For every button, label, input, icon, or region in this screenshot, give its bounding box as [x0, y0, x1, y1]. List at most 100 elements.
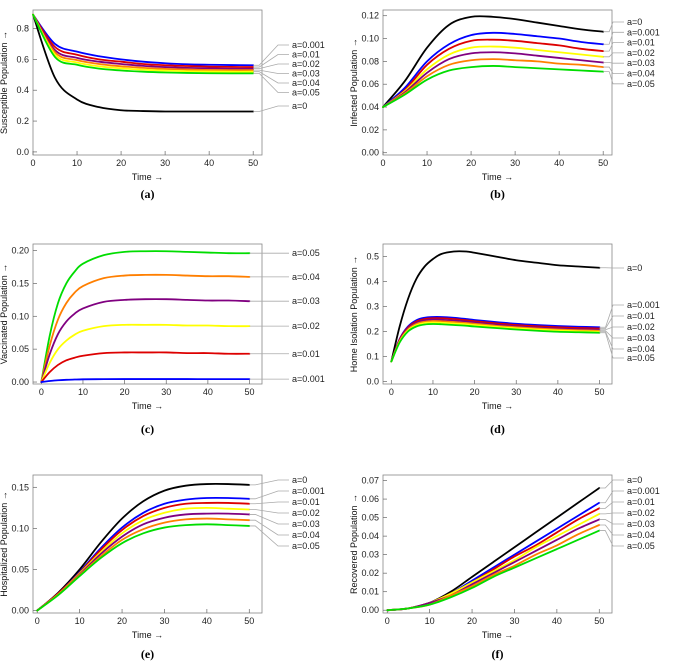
panel-a-series-line-a005 — [32, 13, 255, 75]
panel-e-legend-label: a=0.05 — [292, 541, 320, 551]
panel-d-plot-frame — [382, 243, 613, 385]
panel-a-legend-leader — [253, 69, 289, 74]
panel-a-plot-frame — [32, 9, 263, 156]
panel-e-x-tick-label: 40 — [202, 616, 212, 626]
panel-c-series-line-a0001 — [40, 378, 251, 383]
panel-e-legend-label: a=0 — [292, 475, 307, 485]
panel-f-series-line-a003 — [386, 518, 601, 612]
panel-e-legend-label: a=0.02 — [292, 508, 320, 518]
panel-b-legend-label: a=0 — [627, 17, 642, 27]
panel-b-legend-leader — [603, 21, 624, 33]
panel-f-y-axis-label: Recovered Population → — [349, 494, 359, 594]
panel-c-legend-label: a=0.04 — [292, 272, 320, 282]
panel-b-series-line-a004 — [382, 58, 605, 108]
panel-d-y-tick-label: 0.5 — [366, 252, 379, 262]
panel-d-series-line-a004 — [390, 321, 601, 363]
panel-e-x-tick-label: 10 — [75, 616, 85, 626]
panel-b-legend-leader — [603, 52, 624, 58]
panel-f-y-tick-label: 0.06 — [361, 494, 379, 504]
panel-a-series-line-a001 — [32, 13, 255, 68]
panel-d-series-line-a0001 — [390, 316, 601, 363]
panel-d-y-tick-label: 0.3 — [366, 302, 379, 312]
panel-b-series-line-a002 — [382, 45, 605, 108]
panel-b-x-tick-label: 10 — [422, 158, 432, 168]
panel-c-x-tick-label: 0 — [39, 387, 44, 397]
panel-e-series-line-a0 — [36, 482, 251, 612]
panel-a-legend-leader — [253, 44, 289, 66]
panel-f-legend-label: a=0 — [627, 475, 642, 485]
panel-a-x-tick-label: 50 — [248, 158, 258, 168]
panel-f-legend-label: a=0.04 — [627, 530, 655, 540]
panel-f-series-line-a005 — [386, 529, 601, 612]
panel-b-y-tick-label: 0.08 — [361, 56, 379, 66]
panel-e-y-tick-label: 0.05 — [11, 564, 29, 574]
panel-a-legend-label: a=0.01 — [292, 50, 320, 60]
panel-f-legend-leader — [599, 530, 624, 547]
panel-a-x-axis-label: Time → — [132, 172, 163, 182]
panel-c-legend-label: a=0.02 — [292, 321, 320, 331]
panel-c-legend-label: a=0.05 — [292, 248, 320, 258]
panel-d-y-tick-label: 0.4 — [366, 277, 379, 287]
panel-d-x-tick-label: 50 — [595, 387, 605, 397]
panel-a-y-tick-label: 0.0 — [16, 147, 29, 157]
panel-c-x-tick-label: 50 — [245, 387, 255, 397]
panel-c-caption: (c) — [141, 422, 154, 436]
panel-c-y-tick-label: 0.20 — [11, 246, 29, 256]
panel-d-legend-leader — [599, 315, 624, 329]
panel-b-legend-label: a=0.04 — [627, 69, 655, 79]
panel-d-y-axis-label: Home Isolation Population → — [349, 256, 359, 373]
panel-d-legend-leader — [599, 332, 624, 359]
panel-b-y-tick-label: 0.06 — [361, 79, 379, 89]
panel-e-y-axis-label: Hospitalized Population → — [0, 491, 9, 597]
panel-d-legend-label: a=0.05 — [627, 353, 655, 363]
panel-d-series-line-a005 — [390, 323, 601, 363]
panel-b-legend-leader — [603, 66, 624, 74]
panel-f-caption: (f) — [492, 647, 504, 661]
panel-e-legend-leader — [249, 509, 289, 514]
panel-c-y-tick-label: 0.00 — [11, 377, 29, 387]
panel-e-x-tick-label: 20 — [117, 616, 127, 626]
panel-d-y-tick-label: 0.2 — [366, 327, 379, 337]
panel-d-legend-label: a=0.04 — [627, 344, 655, 354]
panel-b-series-line-a005 — [382, 65, 605, 108]
panel-a-series-line-a002 — [32, 13, 255, 70]
panel-d-x-tick-label: 10 — [428, 387, 438, 397]
panel-a-legend-label: a=0.05 — [292, 88, 320, 98]
panel-b-x-tick-label: 40 — [554, 158, 564, 168]
panel-f-x-axis-label: Time → — [482, 630, 513, 640]
panel-f-y-tick-label: 0.00 — [361, 605, 379, 615]
panel-b-legend-label: a=0.02 — [627, 48, 655, 58]
panel-b-y-tick-label: 0.00 — [361, 148, 379, 158]
panel-c-x-tick-label: 10 — [78, 387, 88, 397]
panel-a-legend-label: a=0.02 — [292, 59, 320, 69]
panel-d-legend-leader — [599, 331, 624, 350]
panel-e-legend-label: a=0.001 — [292, 486, 325, 496]
panel-e-legend-leader — [249, 519, 289, 536]
panel-f-legend-label: a=0.001 — [627, 486, 660, 496]
panel-c-y-tick-label: 0.05 — [11, 344, 29, 354]
panel-e-legend-leader — [249, 525, 289, 547]
panel-d-y-tick-label: 0.0 — [366, 377, 379, 387]
panel-a-legend-label: a=0.04 — [292, 78, 320, 88]
panel-c-x-axis-label: Time → — [132, 401, 163, 411]
panel-b-series-line-a0 — [382, 15, 605, 108]
panel-f-y-tick-label: 0.03 — [361, 550, 379, 560]
panel-d-legend-label: a=0.03 — [627, 333, 655, 343]
panel-e-plot-frame — [32, 474, 263, 614]
panel-f-plot-frame — [382, 474, 613, 614]
panel-f-series-line-a0 — [386, 487, 601, 612]
panel-e-legend-leader — [249, 514, 289, 525]
panel-f-legend-leader — [599, 490, 624, 504]
panel-b-x-tick-label: 0 — [380, 158, 385, 168]
panel-b-legend-leader — [603, 31, 624, 45]
panel-e-x-tick-label: 50 — [244, 616, 254, 626]
panel-a-x-tick-label: 0 — [30, 158, 35, 168]
panel-e-legend-label: a=0.03 — [292, 519, 320, 529]
panel-f-y-tick-label: 0.07 — [361, 476, 379, 486]
panel-e-legend-label: a=0.01 — [292, 497, 320, 507]
panel-c-legend-label: a=0.01 — [292, 349, 320, 359]
panel-f-x-tick-label: 20 — [467, 616, 477, 626]
panel-f-legend-label: a=0.01 — [627, 497, 655, 507]
panel-a-legend-leader — [253, 105, 289, 112]
panel-b-x-tick-label: 50 — [598, 158, 608, 168]
